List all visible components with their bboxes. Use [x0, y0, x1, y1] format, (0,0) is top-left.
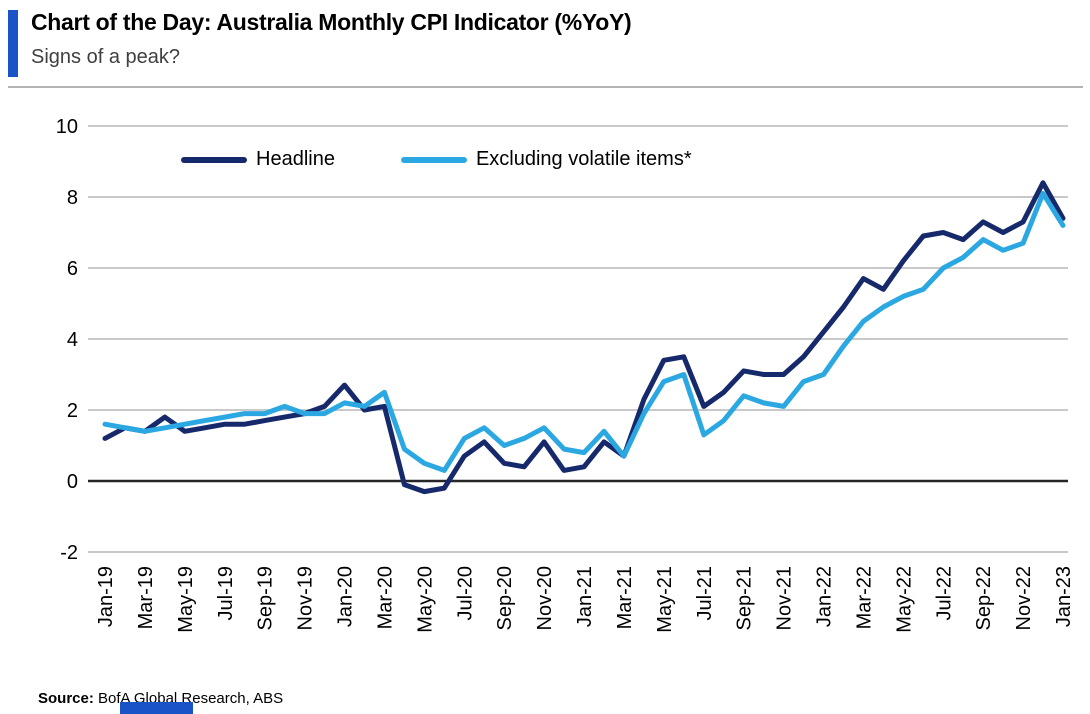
y-tick-label: 10	[56, 116, 78, 138]
x-tick-label: Mar-19	[135, 566, 157, 629]
y-tick-label: -2	[60, 542, 78, 564]
header-divider	[8, 86, 1083, 88]
page-subtitle: Signs of a peak?	[31, 46, 180, 68]
x-tick-label: May-19	[175, 566, 197, 633]
x-tick-label: Nov-20	[534, 566, 556, 630]
legend-item-headline: Headline	[181, 148, 335, 171]
legend-label-excluding-volatile: Excluding volatile items*	[475, 148, 692, 170]
x-tick-label: Nov-22	[1013, 566, 1035, 630]
x-tick-label: Jan-20	[335, 566, 357, 627]
x-tick-label: May-21	[654, 566, 676, 633]
excluding-volatile-line-swatch	[400, 156, 467, 163]
excluding-volatile-series-line	[102, 190, 1066, 473]
x-tick-label: Jul-21	[694, 566, 716, 620]
bofa-badge-fragment	[120, 702, 193, 714]
x-tick-label: Mar-20	[374, 566, 396, 629]
y-tick-label: 8	[67, 187, 78, 209]
legend-item-excluding-volatile: Excluding volatile items*	[400, 148, 692, 171]
y-tick-label: 2	[67, 400, 78, 422]
x-tick-label: Jul-20	[454, 566, 476, 620]
x-tick-label: Jan-19	[95, 566, 117, 627]
x-tick-label: Jan-22	[814, 566, 836, 627]
x-tick-label: Jul-19	[215, 566, 237, 620]
x-tick-label: Sep-19	[255, 566, 277, 631]
x-tick-label: Sep-20	[494, 566, 516, 631]
y-tick-label: 4	[67, 329, 78, 351]
x-tick-label: Sep-22	[973, 566, 995, 631]
legend-label-headline: Headline	[256, 148, 335, 170]
page-title: Chart of the Day: Australia Monthly CPI …	[31, 9, 632, 35]
y-tick-label: 0	[67, 471, 78, 493]
x-tick-label: Nov-21	[774, 566, 796, 630]
x-tick-label: Mar-22	[853, 566, 875, 629]
headline-line-swatch	[181, 156, 247, 163]
x-tick-label: Sep-21	[734, 566, 756, 631]
x-tick-label: Nov-19	[295, 566, 317, 630]
x-tick-label: Jan-21	[574, 566, 596, 627]
x-tick-label: May-20	[414, 566, 436, 633]
source-label: Source:	[38, 690, 94, 707]
x-tick-label: Mar-21	[614, 566, 636, 629]
x-tick-label: Jan-23	[1053, 566, 1075, 627]
x-tick-label: Jul-22	[933, 566, 955, 620]
y-tick-label: 6	[67, 258, 78, 280]
headline-series-line	[102, 180, 1066, 495]
x-tick-label: May-22	[893, 566, 915, 633]
header-accent-bar	[8, 10, 18, 77]
chart-legend: Headline Excluding volatile items*	[181, 148, 692, 171]
